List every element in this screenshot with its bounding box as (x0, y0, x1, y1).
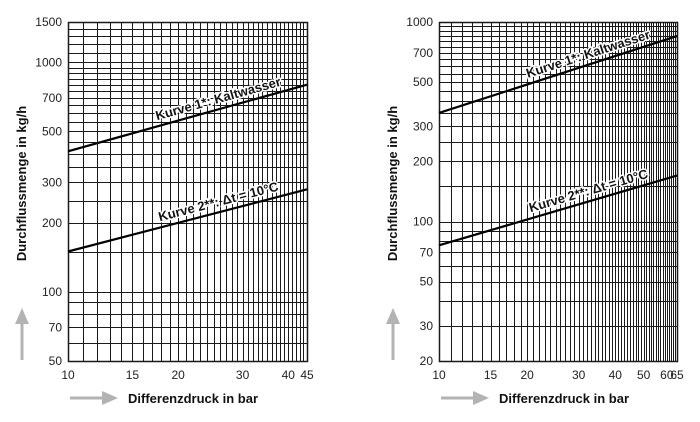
y-axis-title: Durchflussmenge in kg/h (385, 106, 400, 261)
x-tick-label: 15 (484, 368, 498, 382)
chart-1: 10 15 20 30 40 45507010020030050070010001500K… (14, 15, 314, 406)
y-axis-title: Durchflussmenge in kg/h (14, 106, 29, 261)
y-axis-arrowhead (15, 308, 29, 324)
x-axis-arrowhead (102, 391, 118, 405)
series-line (67, 83, 308, 153)
y-tick-label: 50 (420, 275, 434, 289)
y-tick-label: 1000 (35, 55, 62, 69)
y-tick-label: 1000 (406, 15, 433, 29)
y-tick-label: 100 (42, 285, 62, 299)
x-tick-label: 65 (670, 368, 684, 382)
series-line (438, 174, 678, 247)
x-tick-label: 30 (236, 368, 250, 382)
x-axis-title: Differenzdruck in bar (128, 391, 258, 406)
grid (68, 22, 308, 362)
x-tick-label: 40 (609, 368, 623, 382)
y-tick-label: 700 (413, 46, 433, 60)
x-tick-label: 40 (282, 368, 296, 382)
x-tick-label: 10 (61, 368, 75, 382)
y-tick-label: 300 (42, 175, 62, 189)
y-tick-label: 30 (420, 319, 434, 333)
y-tick-label: 70 (420, 245, 434, 259)
plot-frame (67, 21, 309, 363)
x-tick-label: 15 (126, 368, 140, 382)
x-tick-label: 30 (572, 368, 586, 382)
y-tick-label: 200 (42, 216, 62, 230)
y-tick-label: 300 (413, 119, 433, 133)
x-tick-label: 20 (171, 368, 185, 382)
x-axis-title: Differenzdruck in bar (499, 391, 629, 406)
y-axis-arrowhead (386, 308, 400, 324)
grid (439, 22, 678, 362)
y-tick-label: 1500 (35, 15, 62, 29)
y-tick-label: 100 (413, 215, 433, 229)
x-tick-label: 10 (432, 368, 446, 382)
y-tick-label: 50 (49, 354, 63, 368)
y-tick-label: 20 (420, 354, 434, 368)
plot-frame (438, 21, 679, 363)
y-tick-label: 700 (42, 91, 62, 105)
x-tick-label: 60 (660, 368, 674, 382)
y-tick-label: 70 (49, 320, 63, 334)
series-line (438, 35, 678, 115)
y-tick-label: 500 (413, 75, 433, 89)
x-axis-arrowhead (473, 391, 489, 405)
series-line (67, 188, 308, 253)
y-tick-label: 200 (413, 154, 433, 168)
y-tick-label: 500 (42, 124, 62, 138)
x-tick-label: 50 (637, 368, 651, 382)
x-tick-label: 45 (300, 368, 314, 382)
x-tick-label: 20 (520, 368, 534, 382)
